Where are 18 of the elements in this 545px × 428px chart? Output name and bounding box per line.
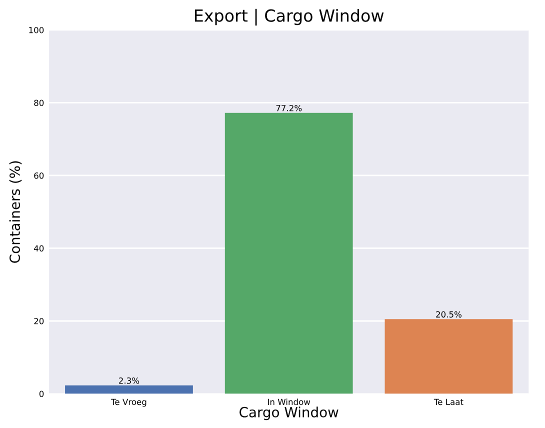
y-tick-label: 40: [34, 245, 44, 252]
bar: [384, 319, 513, 394]
y-tick-label: 20: [34, 318, 44, 324]
x-tick-label: Te Laat: [434, 398, 464, 406]
x-axis-title: Cargo Window: [240, 406, 338, 420]
bar: [224, 112, 353, 394]
chart-title: Export | Cargo Window: [195, 8, 384, 26]
y-axis-title: Containers (%): [9, 161, 22, 263]
data-label: 20.5%: [436, 311, 462, 318]
x-tick-label: Te Vroeg: [111, 398, 146, 407]
x-tick-label: In Window: [268, 398, 310, 406]
data-label: 77.2%: [276, 104, 302, 112]
y-tick-label: 0: [39, 390, 44, 398]
y-tick-label: 80: [34, 100, 44, 106]
y-tick-label: 100: [29, 26, 44, 34]
bar: [65, 385, 193, 394]
data-label: 2.3%: [119, 377, 140, 384]
y-tick-label: 60: [34, 172, 44, 179]
